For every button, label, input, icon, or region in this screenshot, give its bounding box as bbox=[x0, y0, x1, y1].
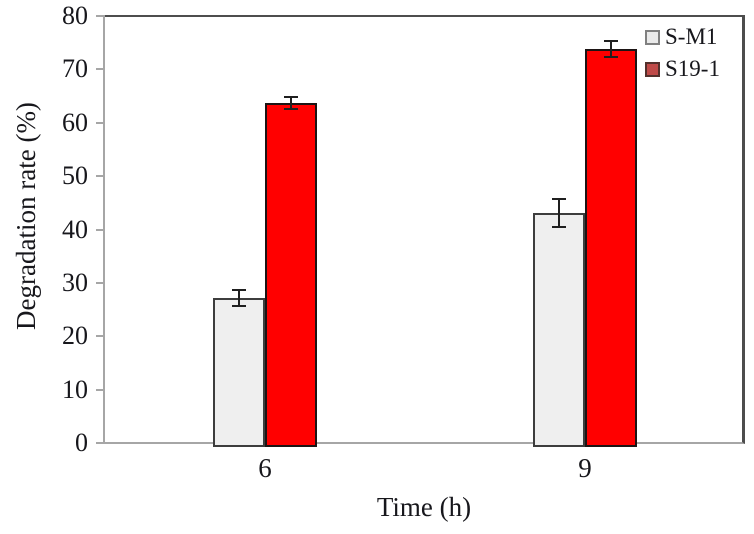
error-bar-cap bbox=[604, 56, 618, 59]
y-tick-label: 70 bbox=[62, 54, 88, 84]
error-bar-cap bbox=[604, 40, 618, 43]
x-category-label: 9 bbox=[578, 453, 592, 483]
y-tick-mark bbox=[96, 228, 105, 231]
error-bar bbox=[558, 199, 560, 227]
y-tick-mark bbox=[96, 442, 105, 444]
y-tick-label: 10 bbox=[62, 374, 88, 404]
y-tick-label: 40 bbox=[62, 214, 88, 244]
legend-label-s19-1: S19-1 bbox=[665, 56, 720, 81]
y-tick-label: 50 bbox=[62, 161, 88, 191]
bar-s-m1-6h bbox=[213, 297, 265, 447]
y-tick-label: 0 bbox=[75, 428, 88, 457]
y-tick-mark bbox=[96, 388, 105, 391]
legend-item-s-m1: S-M1 bbox=[645, 22, 720, 52]
y-tick-mark bbox=[96, 281, 105, 284]
x-axis-title: Time (h) bbox=[376, 492, 472, 522]
y-tick-mark bbox=[96, 68, 105, 71]
bar-s-m1-9h bbox=[533, 212, 585, 447]
bar-s19-1-9h bbox=[585, 49, 637, 447]
legend-label-s-m1: S-M1 bbox=[665, 24, 718, 49]
bar-s19-1-6h bbox=[265, 103, 317, 447]
error-bar bbox=[238, 289, 240, 306]
y-tick-label: 60 bbox=[62, 107, 88, 137]
plot-area bbox=[103, 15, 745, 444]
error-bar-cap bbox=[552, 198, 566, 201]
legend: S-M1 S19-1 bbox=[645, 22, 720, 86]
error-bar-cap bbox=[232, 304, 246, 307]
error-bar bbox=[610, 41, 612, 58]
error-bar-cap bbox=[552, 225, 566, 228]
legend-item-s19-1: S19-1 bbox=[645, 54, 720, 84]
y-tick-mark bbox=[96, 335, 105, 338]
y-tick-label: 20 bbox=[62, 321, 88, 351]
error-bar-cap bbox=[284, 95, 298, 98]
y-tick-mark bbox=[96, 15, 105, 17]
y-tick-label: 80 bbox=[62, 1, 88, 30]
y-tick-mark bbox=[96, 175, 105, 178]
legend-swatch-s-m1 bbox=[645, 29, 660, 45]
legend-swatch-s19-1 bbox=[645, 61, 660, 77]
error-bar-cap bbox=[284, 108, 298, 111]
error-bar bbox=[290, 96, 292, 110]
y-tick-mark bbox=[96, 121, 105, 124]
y-tick-label: 30 bbox=[62, 267, 88, 297]
x-category-label: 6 bbox=[258, 453, 272, 483]
error-bar-cap bbox=[232, 288, 246, 291]
